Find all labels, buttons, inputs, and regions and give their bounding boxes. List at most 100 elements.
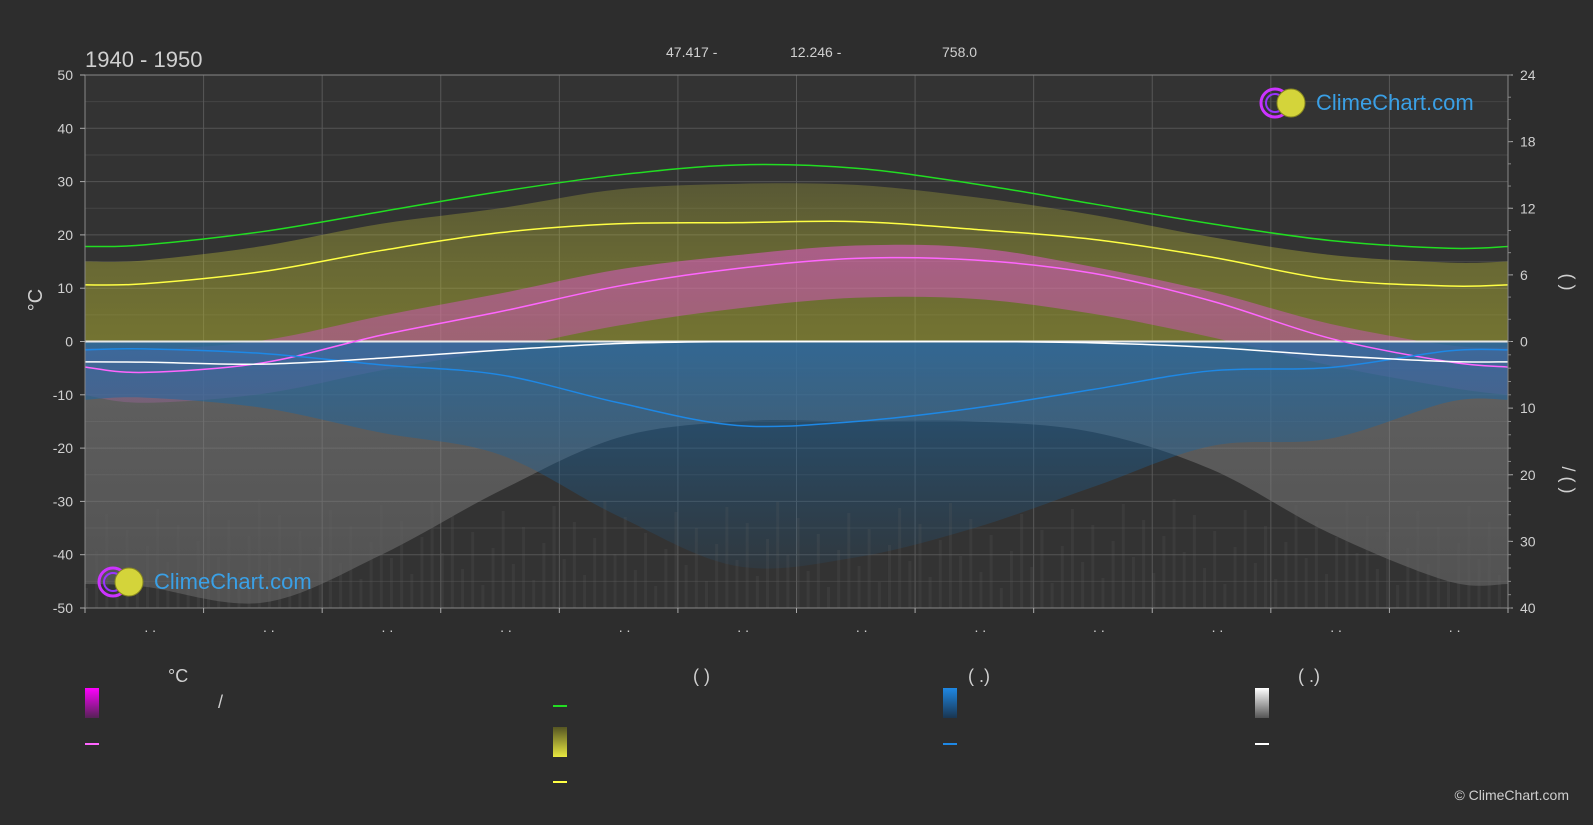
longitude-label: 12.246 - bbox=[790, 44, 842, 60]
chart-period-title: 1940 - 1950 bbox=[85, 47, 202, 72]
right-tick-label: 30 bbox=[1520, 533, 1536, 549]
texture-stripe bbox=[278, 515, 282, 608]
texture-stripe bbox=[186, 578, 190, 608]
texture-stripe bbox=[227, 520, 231, 608]
texture-stripe bbox=[501, 511, 505, 608]
copyright: © ClimeChart.com bbox=[1454, 787, 1569, 803]
texture-stripe bbox=[400, 521, 404, 608]
legend-temp-avg-swatch bbox=[85, 743, 99, 745]
legend-snow-head: ( .) bbox=[1298, 666, 1320, 686]
left-tick-label: 50 bbox=[57, 67, 73, 83]
logo-top[interactable]: ClimeChart.com bbox=[1258, 86, 1474, 120]
x-tick-label: . . bbox=[263, 619, 275, 635]
texture-stripe bbox=[1284, 542, 1288, 608]
climate-chart: 1940 - 1950 47.417 - 12.246 - 758.0 50 40… bbox=[25, 44, 1578, 635]
texture-stripe bbox=[379, 505, 383, 608]
texture-stripe bbox=[1070, 509, 1074, 608]
texture-stripe bbox=[552, 506, 556, 608]
texture-stripe bbox=[440, 553, 444, 608]
right-tick-label: 40 bbox=[1520, 600, 1536, 616]
texture-stripe bbox=[1264, 526, 1268, 608]
texture-stripe bbox=[339, 563, 343, 608]
texture-stripe bbox=[1487, 522, 1491, 608]
texture-stripe bbox=[1030, 567, 1034, 608]
texture-stripe bbox=[1192, 515, 1196, 608]
texture-stripe bbox=[633, 570, 637, 608]
texture-stripe bbox=[1182, 552, 1186, 608]
texture-stripe bbox=[562, 559, 566, 608]
texture-stripe bbox=[887, 545, 891, 608]
x-tick-label: . . bbox=[737, 619, 749, 635]
texture-stripe bbox=[298, 531, 302, 608]
texture-stripe bbox=[257, 499, 261, 608]
texture-stripe bbox=[1325, 574, 1329, 608]
latitude-label: 47.417 - bbox=[666, 44, 718, 60]
x-tick-label: . . bbox=[619, 619, 631, 635]
texture-stripe bbox=[735, 560, 739, 608]
texture-stripe bbox=[1497, 575, 1501, 608]
legend-sun-head: ( ) bbox=[693, 666, 710, 686]
texture-stripe bbox=[776, 502, 780, 608]
texture-stripe bbox=[145, 546, 149, 608]
legend-rain-range-swatch bbox=[943, 688, 957, 718]
texture-stripe bbox=[603, 501, 607, 608]
texture-stripe bbox=[85, 588, 88, 608]
texture-stripe bbox=[471, 532, 475, 608]
left-tick-label: -50 bbox=[53, 600, 73, 616]
texture-stripe bbox=[1457, 543, 1461, 608]
texture-stripe bbox=[196, 541, 200, 608]
texture-stripe bbox=[959, 556, 963, 608]
left-tick-label: -10 bbox=[53, 387, 73, 403]
texture-stripe bbox=[1111, 541, 1115, 608]
texture-stripe bbox=[1416, 511, 1420, 608]
texture-stripe bbox=[511, 564, 515, 608]
right-tick-label: 18 bbox=[1520, 134, 1536, 150]
logo-bottom[interactable]: ClimeChart.com bbox=[96, 565, 312, 599]
texture-stripe bbox=[217, 557, 221, 608]
left-tick-label: -40 bbox=[53, 547, 73, 563]
texture-stripe bbox=[135, 583, 139, 608]
texture-stripe bbox=[715, 544, 719, 608]
texture-stripe bbox=[349, 526, 353, 608]
texture-stripe bbox=[105, 514, 109, 608]
texture-stripe bbox=[1009, 551, 1013, 608]
x-tick-label: . . bbox=[1449, 619, 1461, 635]
texture-stripe bbox=[1355, 553, 1359, 608]
rain-avg-line bbox=[84, 347, 1509, 428]
legend-temp-range-swatch bbox=[85, 688, 99, 718]
texture-stripe bbox=[644, 533, 648, 608]
temperature-avg-line bbox=[84, 256, 1509, 374]
legend-snow-avg-swatch bbox=[1255, 743, 1269, 745]
legend-max-line-swatch bbox=[553, 781, 567, 783]
texture-stripe bbox=[1406, 548, 1410, 608]
x-tick-label: . . bbox=[1093, 619, 1105, 635]
texture-stripe bbox=[359, 579, 363, 608]
texture-stripe bbox=[999, 588, 1003, 608]
texture-stripe bbox=[166, 562, 170, 608]
texture-stripe bbox=[1101, 578, 1105, 608]
texture-stripe bbox=[623, 517, 627, 608]
texture-stripe bbox=[725, 507, 729, 608]
left-tick-label: 30 bbox=[57, 174, 73, 190]
left-axis-label: °C bbox=[25, 289, 47, 311]
axes: 50 40 30 20 10 0 -10 -20 -30 -40 -50 24 18 12 6 0 10 20 30… bbox=[53, 67, 1536, 635]
logo-text: ClimeChart.com bbox=[1316, 90, 1474, 115]
texture-stripe bbox=[328, 510, 332, 608]
temperature-range-band bbox=[85, 244, 1508, 403]
logo-icon bbox=[1259, 87, 1306, 119]
texture-stripe bbox=[1314, 521, 1318, 608]
texture-stripe bbox=[796, 518, 800, 608]
texture-stripe bbox=[156, 509, 160, 608]
texture-stripe bbox=[867, 529, 871, 608]
texture-stripe bbox=[847, 513, 851, 608]
texture-stripe bbox=[522, 527, 526, 608]
texture-stripe bbox=[583, 575, 587, 608]
legend-snow-range-swatch bbox=[1255, 688, 1269, 718]
texture-stripe bbox=[1091, 525, 1095, 608]
left-tick-label: -20 bbox=[53, 440, 73, 456]
right-tick-label: 0 bbox=[1520, 334, 1528, 350]
texture-stripe bbox=[969, 519, 973, 608]
texture-stripe bbox=[572, 522, 576, 608]
x-tick-label: . . bbox=[856, 619, 868, 635]
texture-stripe bbox=[948, 503, 952, 608]
